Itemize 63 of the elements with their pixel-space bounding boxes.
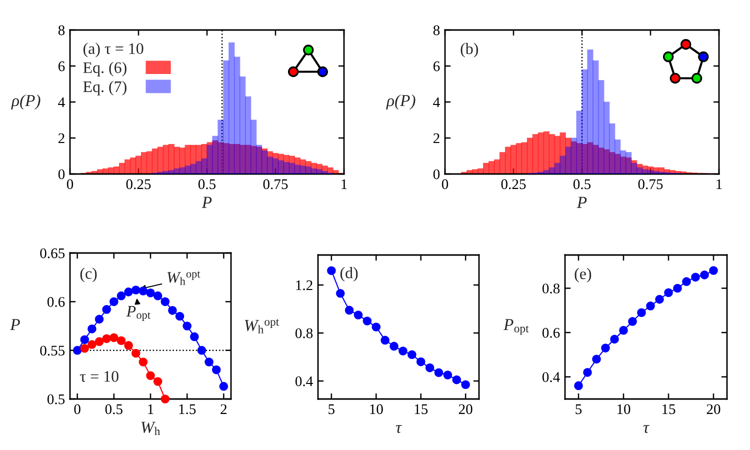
annotation: P$_{opt}$ [126, 306, 150, 322]
y-tick-label: 2 [58, 133, 64, 144]
x-axis-title: τ [643, 425, 650, 433]
x-tick-label: 1 [716, 179, 722, 189]
y-tick-label: 0.8 [295, 328, 313, 338]
y-tick-label: 0.55 [40, 346, 65, 356]
y-tick-label: 4 [433, 97, 440, 108]
x-axis-title: P [576, 196, 587, 208]
x-tick-label: 10 [617, 404, 630, 414]
annotation: W$_{h}$$^{opt}$ [167, 271, 200, 285]
x-axis-title: τ [396, 425, 402, 433]
y-tick-label: 0.4 [542, 372, 560, 382]
x-tick-label: 1.5 [179, 404, 196, 414]
legend-title: (a) τ = 10 [83, 42, 144, 58]
annotation: τ = 10 [80, 371, 118, 382]
y-tick-label: 1.2 [296, 280, 312, 290]
annotation: (e) [574, 268, 592, 282]
y-axis-title: P [10, 319, 20, 330]
y-tick-label: 8 [433, 25, 440, 36]
y-axis-title: W$_{h}$$^{opt}$ [244, 319, 280, 334]
annotation: (b) [460, 42, 478, 58]
y-axis-title: ρ(P) [11, 94, 40, 110]
x-tick-label: 5 [328, 404, 334, 414]
x-tick-label: 5 [576, 404, 582, 414]
x-tick-label: 20 [458, 404, 472, 414]
x-tick-label: 15 [414, 404, 428, 414]
y-tick-label: 0.65 [40, 248, 65, 258]
y-tick-label: 0.6 [542, 328, 560, 338]
y-tick-label: 4 [58, 97, 65, 108]
x-tick-label: 0.75 [263, 179, 288, 190]
annotation: (d) [340, 267, 358, 282]
x-tick-label: 0.25 [501, 179, 526, 190]
legend-label: Eq. (6) [83, 62, 126, 76]
y-tick-label: 0.8 [542, 284, 560, 294]
x-tick-label: 0.75 [638, 179, 663, 190]
x-tick-label: 0.25 [126, 179, 151, 190]
y-axis-title: ρ(P) [386, 94, 416, 110]
x-tick-label: 10 [370, 404, 383, 414]
x-axis-title: P [202, 196, 212, 208]
x-tick-label: 15 [662, 404, 676, 414]
y-tick-label: 0 [433, 169, 440, 180]
y-tick-label: 6 [433, 61, 440, 72]
y-tick-label: 8 [58, 25, 65, 36]
y-tick-label: 0.4 [295, 376, 313, 386]
y-tick-label: 0 [58, 169, 65, 180]
x-tick-label: 1 [342, 179, 347, 189]
x-tick-label: 0.5 [105, 404, 122, 414]
y-tick-label: 2 [433, 133, 440, 144]
x-tick-label: 0 [66, 179, 74, 190]
y-tick-label: 0.5 [47, 394, 65, 404]
x-tick-label: 0.5 [198, 179, 216, 190]
legend-label: Eq. (7) [83, 80, 126, 96]
y-tick-label: 6 [58, 61, 65, 72]
x-tick-label: 0 [74, 404, 80, 414]
y-tick-label: 0.6 [47, 297, 65, 307]
annotation: (c) [80, 268, 97, 282]
x-tick-label: 1 [148, 404, 154, 414]
x-tick-label: 0.5 [573, 179, 591, 190]
y-axis-title: P$_{opt}$ [503, 319, 529, 335]
x-axis-title: W$_{h}$ [141, 422, 160, 436]
x-tick-label: 20 [706, 404, 720, 414]
x-tick-label: 2 [220, 404, 227, 414]
x-tick-label: 0 [442, 179, 448, 190]
